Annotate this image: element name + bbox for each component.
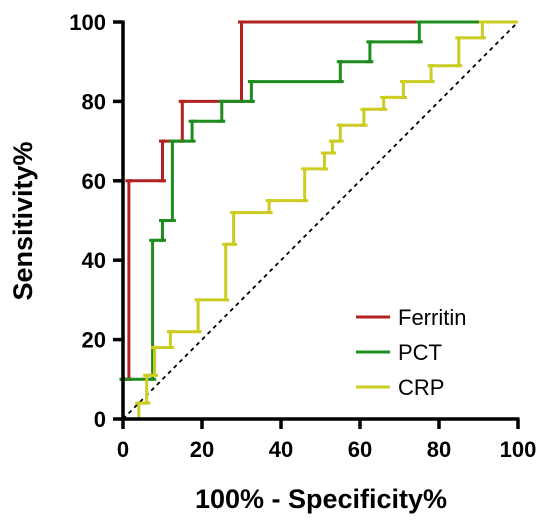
legend-item-crp: CRP bbox=[356, 375, 444, 400]
legend: Ferritin PCT CRP bbox=[356, 305, 466, 400]
x-tick-label: 60 bbox=[348, 437, 372, 462]
x-tick-label: 80 bbox=[427, 437, 451, 462]
x-axis-title: 100% - Specificity% bbox=[195, 484, 447, 514]
y-tick-label: 20 bbox=[82, 328, 106, 353]
y-tick-label: 80 bbox=[82, 89, 106, 114]
legend-label-pct: PCT bbox=[398, 340, 442, 365]
y-tick-label: 100 bbox=[69, 10, 106, 35]
x-tick-label: 0 bbox=[117, 437, 129, 462]
y-axis-title: Sensitivity% bbox=[8, 141, 38, 300]
reference-layer bbox=[122, 21, 519, 420]
legend-label-crp: CRP bbox=[398, 375, 444, 400]
y-tick-label: 60 bbox=[82, 169, 106, 194]
series-crp bbox=[123, 20, 518, 421]
reference-line bbox=[122, 21, 519, 420]
ticks-layer: 0 20 40 60 80 100 0 20 40 60 80 100 bbox=[69, 10, 536, 462]
series-pct bbox=[119, 20, 518, 419]
x-tick-label: 100 bbox=[500, 437, 537, 462]
axes-layer bbox=[121, 20, 520, 421]
series-layer bbox=[119, 20, 518, 421]
y-tick-label: 40 bbox=[82, 248, 106, 273]
x-tick-label: 40 bbox=[269, 437, 293, 462]
legend-label-ferritin: Ferritin bbox=[398, 305, 466, 330]
y-tick-label: 0 bbox=[94, 407, 106, 432]
legend-item-ferritin: Ferritin bbox=[356, 305, 466, 330]
x-tick-label: 20 bbox=[190, 437, 214, 462]
legend-item-pct: PCT bbox=[356, 340, 442, 365]
